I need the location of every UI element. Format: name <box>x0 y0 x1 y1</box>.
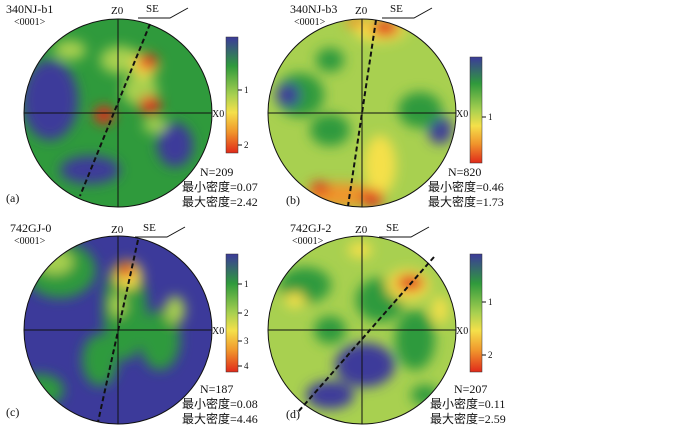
panel-letter-c: (c) <box>6 405 19 419</box>
panel-subtitle-a: <0001> <box>14 17 46 28</box>
se-label-a: SE <box>146 3 159 15</box>
panel-subtitle-d: <0001> <box>292 236 324 247</box>
panel-letter-a: (a) <box>6 191 19 205</box>
colorbar-tick-d-2: 2 <box>488 350 493 360</box>
colorbar-tick-a-2: 2 <box>244 140 249 150</box>
foliation-trace-d <box>297 256 435 413</box>
min-density-c: 最小密度=0.08 <box>182 396 258 411</box>
min-density-a: 最小密度=0.07 <box>182 179 258 194</box>
panel-title-b: 340NJ-b3 <box>290 2 337 16</box>
panel-letter-d: (d) <box>286 407 300 421</box>
colorbar-a: 1 2 <box>225 36 249 154</box>
panel-title-c: 742GJ-0 <box>10 221 51 235</box>
direction-arrow-icon-a <box>138 7 189 19</box>
z0-label-b: Z0 <box>355 5 368 17</box>
n-count-a: N=209 <box>200 165 233 179</box>
panel-title-d: 742GJ-2 <box>290 221 331 235</box>
colorbar-d: 1 2 <box>469 253 493 373</box>
n-count-b: N=820 <box>448 165 481 179</box>
colorbar-tick-c-4: 4 <box>244 361 249 371</box>
panel-b: 340NJ-b3 <0001> Z0 SE X0 (b) N=820 最小密度=… <box>267 2 504 209</box>
n-count-d: N=207 <box>454 382 487 396</box>
panel-subtitle-c: <0001> <box>14 236 46 247</box>
colorbar-tick-c-3: 3 <box>244 336 249 346</box>
z0-label-c: Z0 <box>111 224 124 236</box>
colorbar-tick-b-1: 1 <box>488 112 493 122</box>
panel-c: 742GJ-0 <0001> Z0 SE X0 (c) N=187 最小密度=0… <box>6 221 258 425</box>
foliation-trace-b <box>347 19 377 207</box>
panel-title-a: 340NJ-b1 <box>6 2 53 16</box>
max-density-d: 最大密度=2.59 <box>430 411 506 425</box>
z0-label-d: Z0 <box>355 224 368 236</box>
se-label-d: SE <box>386 222 399 234</box>
foliation-trace-a <box>79 23 151 197</box>
panel-subtitle-b: <0001> <box>294 17 326 28</box>
min-density-b: 最小密度=0.46 <box>428 179 504 194</box>
n-count-c: N=187 <box>200 382 233 396</box>
colorbar-c: 1 2 3 4 <box>225 253 249 373</box>
x0-label-d: X0 <box>456 326 468 337</box>
se-label-b: SE <box>390 3 403 15</box>
direction-arrow-icon-b <box>382 7 433 19</box>
max-density-a: 最大密度=2.42 <box>182 194 258 209</box>
x0-label-c: X0 <box>212 326 224 337</box>
colorbar-tick-d-1: 1 <box>488 297 493 307</box>
colorbar-b: 1 <box>469 56 493 164</box>
se-label-c: SE <box>143 222 156 234</box>
panel-d: 742GJ-2 <0001> Z0 SE X0 (d) N=207 最小密度=0… <box>267 221 506 425</box>
panel-a: 340NJ-b1 <0001> Z0 SE X0 (a) N=209 最小密度=… <box>6 2 258 209</box>
direction-arrow-icon-d <box>379 226 430 238</box>
z0-label-a: Z0 <box>111 5 124 17</box>
direction-arrow-icon-c <box>135 226 186 238</box>
colorbar-tick-c-2: 2 <box>244 308 249 318</box>
x0-label-a: X0 <box>212 109 224 120</box>
max-density-b: 最大密度=1.73 <box>428 194 504 209</box>
colorbar-tick-a-1: 1 <box>244 85 249 95</box>
x0-label-b: X0 <box>456 109 468 120</box>
max-density-c: 最大密度=4.46 <box>182 411 258 425</box>
panel-letter-b: (b) <box>286 193 300 207</box>
min-density-d: 最小密度=0.11 <box>430 396 505 411</box>
colorbar-tick-c-1: 1 <box>244 279 249 289</box>
foliation-trace-c <box>97 239 139 423</box>
